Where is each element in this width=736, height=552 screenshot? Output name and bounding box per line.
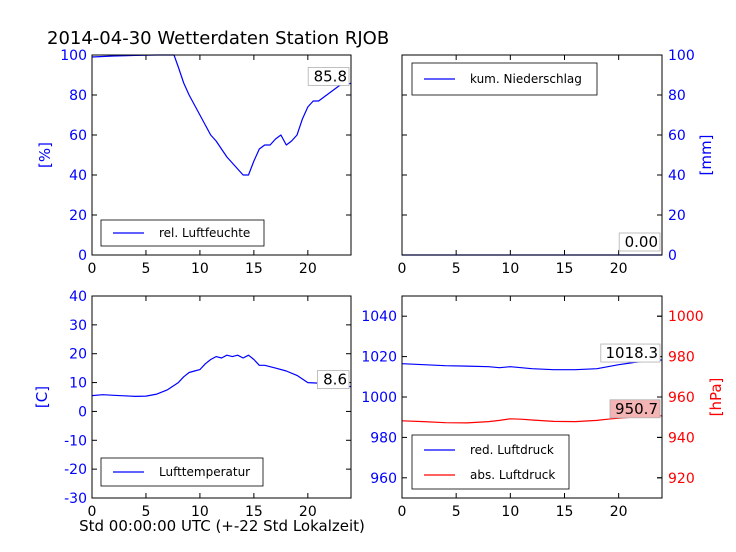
subplot-precipitation: 0 5 10 15 20 0 20 40 60 80 100 [mm] 0.00 kum. Nieders… xyxy=(398,48,715,277)
value-annotation: 950.7 xyxy=(615,400,658,418)
x-tick-label: 10 xyxy=(501,504,519,520)
series-line-red-luftdruck xyxy=(401,359,663,371)
y-tick-label: 60 xyxy=(69,128,87,144)
y-tick-label: 80 xyxy=(69,88,87,104)
value-annotation: 1018.3 xyxy=(606,344,659,362)
x-tick-label: 5 xyxy=(452,504,461,520)
plot-frame xyxy=(91,295,352,499)
y-tick-label: 40 xyxy=(69,168,87,184)
value-annotation-box xyxy=(609,399,661,419)
y-tick-label: 1000 xyxy=(361,390,397,406)
y-tick-label: -20 xyxy=(64,462,87,478)
value-annotation: 85.8 xyxy=(314,67,347,85)
x-tick-label: 15 xyxy=(556,261,574,277)
value-annotation: 8.6 xyxy=(323,371,347,389)
x-tick-label: 20 xyxy=(299,504,317,520)
x-tick-label: 5 xyxy=(141,504,150,520)
x-tick-label: 0 xyxy=(88,261,97,277)
y-right-tick-label: 980 xyxy=(668,350,695,366)
legend-entry: kum. Niederschlag xyxy=(470,72,582,86)
subplot-temperature: 0 5 10 15 20 -30 -20 -10 0 10 20 30 40 [C] 8.6 Lufttemp… xyxy=(33,289,352,520)
y-tick-label: 40 xyxy=(668,168,686,184)
y-tick-label: 30 xyxy=(69,318,87,334)
y-tick-label: 40 xyxy=(69,289,87,305)
y-tick-label: 1020 xyxy=(361,350,397,366)
y-axis-label: [C] xyxy=(33,386,51,408)
y-right-tick-label: 940 xyxy=(668,430,695,446)
x-tick-label: 10 xyxy=(191,261,209,277)
y-tick-label: 0 xyxy=(78,248,87,264)
x-axis-label: Std 00:00:00 UTC (+-22 Std Lokalzeit) xyxy=(79,517,365,535)
x-tick-label: 20 xyxy=(610,504,628,520)
x-tick-label: 15 xyxy=(245,504,263,520)
y-tick-label: 60 xyxy=(668,128,686,144)
x-tick-label: 15 xyxy=(556,504,574,520)
y-tick-label: 100 xyxy=(60,48,87,64)
y-tick-label: 0 xyxy=(78,404,87,420)
x-tick-label: 0 xyxy=(88,504,97,520)
y-right-tick-label: 920 xyxy=(668,471,695,487)
subplot-humidity: 0 5 10 15 20 0 20 40 60 80 100 [%] 85.8 rel. Luftfeuc… xyxy=(36,48,352,277)
y-axis-label: [hPa] xyxy=(707,378,725,417)
y-tick-label: 10 xyxy=(69,376,87,392)
legend-entry: abs. Luftdruck xyxy=(470,468,555,482)
x-tick-label: 0 xyxy=(398,261,407,277)
y-tick-label: 80 xyxy=(668,88,686,104)
value-annotation-box xyxy=(307,67,350,86)
y-right-tick-label: 1000 xyxy=(668,309,704,325)
y-tick-label: 100 xyxy=(668,48,695,64)
x-tick-label: 20 xyxy=(610,261,628,277)
y-tick-label: 1040 xyxy=(361,309,397,325)
y-tick-label: -10 xyxy=(64,433,87,449)
x-tick-label: 5 xyxy=(452,261,461,277)
y-axis-label: [mm] xyxy=(697,135,715,176)
value-annotation: 0.00 xyxy=(625,233,658,251)
value-annotation-box xyxy=(618,232,661,252)
y-tick-label: 960 xyxy=(370,471,397,487)
y-tick-label: -30 xyxy=(64,491,87,507)
x-tick-label: 20 xyxy=(299,261,317,277)
y-tick-label: 20 xyxy=(69,208,87,224)
plot-frame xyxy=(401,295,663,499)
subplot-pressure: 0 5 10 15 20 960 980 1000 1020 1040 920 940 960 980 10… xyxy=(361,295,725,520)
x-tick-label: 5 xyxy=(141,261,150,277)
x-tick-label: 10 xyxy=(501,261,519,277)
y-tick-label: 20 xyxy=(668,208,686,224)
figure-title: 2014-04-30 Wetterdaten Station RJOB xyxy=(47,28,389,49)
y-tick-label: 0 xyxy=(668,248,677,264)
x-tick-label: 15 xyxy=(245,261,263,277)
x-tick-label: 10 xyxy=(191,504,209,520)
y-right-tick-label: 960 xyxy=(668,390,695,406)
y-axis-label: [%] xyxy=(36,142,54,168)
x-tick-label: 0 xyxy=(398,504,407,520)
legend-entry: Lufttemperatur xyxy=(159,465,250,479)
y-tick-label: 980 xyxy=(370,430,397,446)
plot-frame xyxy=(91,54,352,256)
value-annotation-box xyxy=(316,370,350,390)
legend-entry: red. Luftdruck xyxy=(470,443,554,457)
legend-entry: rel. Luftfeuchte xyxy=(159,226,250,240)
series-line-lufttemperatur xyxy=(91,354,352,397)
legend-box xyxy=(411,434,570,490)
value-annotation-box xyxy=(600,343,661,363)
plot-frame xyxy=(401,54,663,256)
series-line-rel-luftfeuchte xyxy=(91,54,352,176)
y-tick-label: 20 xyxy=(69,347,87,363)
